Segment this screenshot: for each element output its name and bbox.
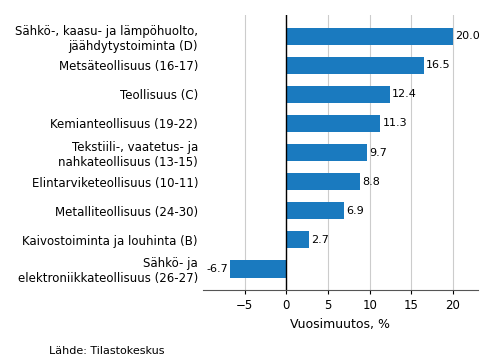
Bar <box>286 115 381 132</box>
Text: Lähde: Tilastokeskus: Lähde: Tilastokeskus <box>49 346 165 356</box>
Bar <box>286 202 344 219</box>
Bar <box>286 231 309 248</box>
Bar <box>286 86 389 103</box>
Text: 9.7: 9.7 <box>370 148 387 158</box>
Bar <box>286 57 424 74</box>
Text: 8.8: 8.8 <box>362 176 380 186</box>
Text: 12.4: 12.4 <box>392 89 417 99</box>
Text: 20.0: 20.0 <box>456 31 480 41</box>
Bar <box>286 173 359 190</box>
Text: 2.7: 2.7 <box>311 235 329 245</box>
Bar <box>286 144 367 161</box>
Text: 6.9: 6.9 <box>346 206 364 216</box>
Text: 16.5: 16.5 <box>426 60 451 70</box>
Bar <box>230 260 286 278</box>
Text: 11.3: 11.3 <box>383 118 408 129</box>
Text: -6.7: -6.7 <box>206 264 228 274</box>
Bar <box>286 27 453 45</box>
X-axis label: Vuosimuutos, %: Vuosimuutos, % <box>290 318 390 330</box>
